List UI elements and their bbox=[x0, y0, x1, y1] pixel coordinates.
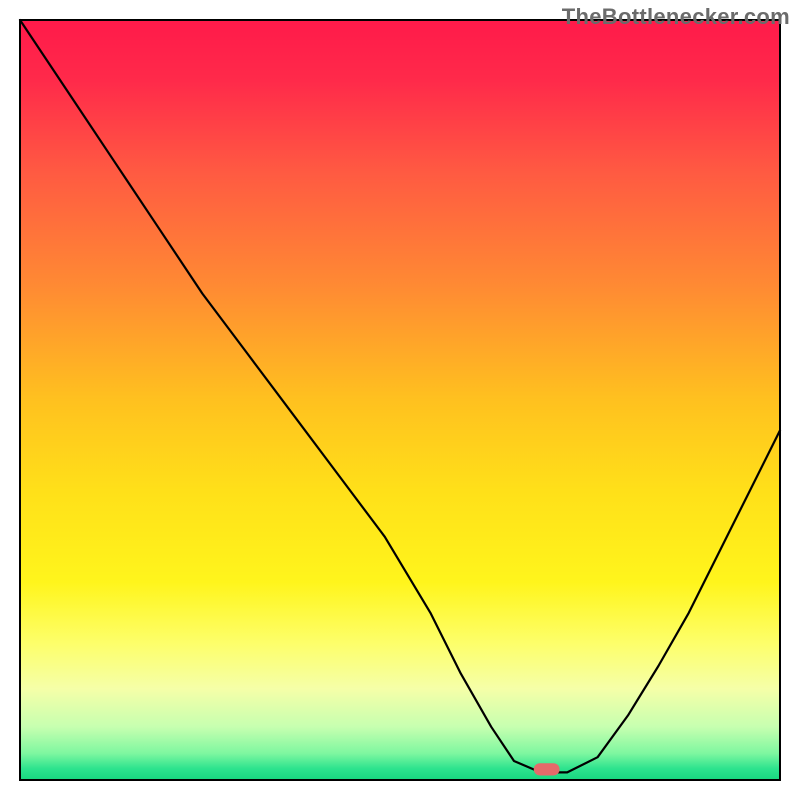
optimal-point bbox=[534, 763, 560, 775]
bottleneck-chart bbox=[0, 0, 800, 800]
watermark-label: TheBottlenecker.com bbox=[562, 4, 790, 30]
plot-background bbox=[20, 20, 780, 780]
chart-container: TheBottlenecker.com bbox=[0, 0, 800, 800]
